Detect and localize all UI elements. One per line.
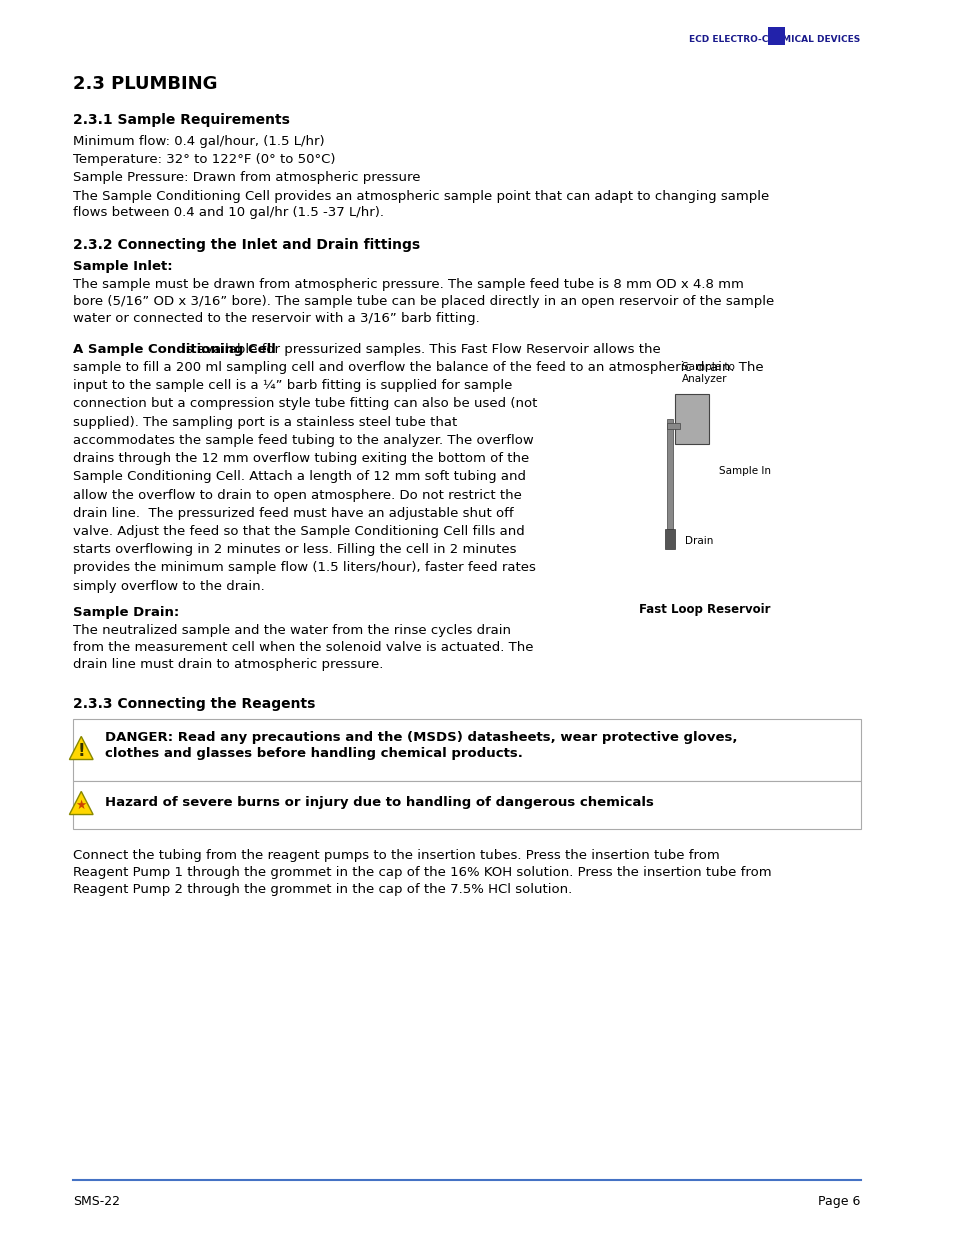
- Text: SMS-22: SMS-22: [73, 1195, 120, 1208]
- Text: 2.3.1 Sample Requirements: 2.3.1 Sample Requirements: [73, 112, 290, 127]
- Text: Sample Conditioning Cell. Attach a length of 12 mm soft tubing and: Sample Conditioning Cell. Attach a lengt…: [73, 471, 526, 483]
- Text: supplied). The sampling port is a stainless steel tube that: supplied). The sampling port is a stainl…: [73, 416, 457, 429]
- Text: ★: ★: [75, 799, 87, 813]
- Bar: [666, 419, 672, 529]
- FancyBboxPatch shape: [73, 719, 860, 781]
- Text: 2.3.2 Connecting the Inlet and Drain fittings: 2.3.2 Connecting the Inlet and Drain fit…: [73, 238, 420, 252]
- Text: The sample must be drawn from atmospheric pressure. The sample feed tube is 8 mm: The sample must be drawn from atmospheri…: [73, 278, 774, 325]
- Text: Temperature: 32° to 122°F (0° to 50°C): Temperature: 32° to 122°F (0° to 50°C): [73, 153, 335, 167]
- Text: Sample Inlet:: Sample Inlet:: [73, 261, 172, 273]
- Text: Minimum flow: 0.4 gal/hour, (1.5 L/hr): Minimum flow: 0.4 gal/hour, (1.5 L/hr): [73, 135, 325, 148]
- Text: allow the overflow to drain to open atmosphere. Do not restrict the: allow the overflow to drain to open atmo…: [73, 489, 521, 501]
- Bar: [664, 529, 675, 548]
- Text: starts overflowing in 2 minutes or less. Filling the cell in 2 minutes: starts overflowing in 2 minutes or less.…: [73, 543, 517, 556]
- Text: Fast Loop Reservoir: Fast Loop Reservoir: [639, 603, 770, 616]
- FancyBboxPatch shape: [767, 27, 784, 44]
- Text: Connect the tubing from the reagent pumps to the insertion tubes. Press the inse: Connect the tubing from the reagent pump…: [73, 848, 771, 895]
- Text: Page 6: Page 6: [818, 1195, 860, 1208]
- Text: simply overflow to the drain.: simply overflow to the drain.: [73, 579, 265, 593]
- Polygon shape: [70, 792, 93, 815]
- FancyBboxPatch shape: [73, 781, 860, 829]
- Bar: [666, 422, 679, 429]
- Bar: [675, 394, 708, 443]
- Text: DANGER: Read any precautions and the (MSDS) datasheets, wear protective gloves,
: DANGER: Read any precautions and the (MS…: [105, 731, 737, 760]
- Text: connection but a compression style tube fitting can also be used (not: connection but a compression style tube …: [73, 398, 537, 410]
- Text: !: !: [77, 742, 85, 760]
- Text: The neutralized sample and the water from the rinse cycles drain
from the measur: The neutralized sample and the water fro…: [73, 624, 534, 671]
- Text: Sample In: Sample In: [719, 466, 770, 475]
- Text: input to the sample cell is a ¼” barb fitting is supplied for sample: input to the sample cell is a ¼” barb fi…: [73, 379, 513, 393]
- Text: Sample Pressure: Drawn from atmospheric pressure: Sample Pressure: Drawn from atmospheric …: [73, 172, 420, 184]
- Polygon shape: [70, 736, 93, 760]
- Text: Drain: Drain: [684, 536, 713, 546]
- Text: Hazard of severe burns or injury due to handling of dangerous chemicals: Hazard of severe burns or injury due to …: [105, 795, 653, 809]
- Text: drain line.  The pressurized feed must have an adjustable shut off: drain line. The pressurized feed must ha…: [73, 506, 514, 520]
- Text: drains through the 12 mm overflow tubing exiting the bottom of the: drains through the 12 mm overflow tubing…: [73, 452, 529, 466]
- Text: Sample Drain:: Sample Drain:: [73, 606, 179, 619]
- Text: sample to fill a 200 ml sampling cell and overflow the balance of the feed to an: sample to fill a 200 ml sampling cell an…: [73, 361, 763, 374]
- Text: is available for pressurized samples. This Fast Flow Reservoir allows the: is available for pressurized samples. Th…: [178, 343, 660, 356]
- Text: ECD: ECD: [768, 33, 782, 38]
- Text: A Sample Conditioning Cell: A Sample Conditioning Cell: [73, 343, 276, 356]
- Text: The Sample Conditioning Cell provides an atmospheric sample point that can adapt: The Sample Conditioning Cell provides an…: [73, 190, 769, 219]
- Text: 2.3.3 Connecting the Reagents: 2.3.3 Connecting the Reagents: [73, 697, 315, 710]
- Text: valve. Adjust the feed so that the Sample Conditioning Cell fills and: valve. Adjust the feed so that the Sampl…: [73, 525, 524, 538]
- Text: accommodates the sample feed tubing to the analyzer. The overflow: accommodates the sample feed tubing to t…: [73, 433, 534, 447]
- Text: 2.3 PLUMBING: 2.3 PLUMBING: [73, 75, 217, 93]
- Text: Sample to
Analyzer: Sample to Analyzer: [681, 362, 734, 384]
- Text: provides the minimum sample flow (1.5 liters/hour), faster feed rates: provides the minimum sample flow (1.5 li…: [73, 562, 536, 574]
- Text: ECD ELECTRO-CHEMICAL DEVICES: ECD ELECTRO-CHEMICAL DEVICES: [689, 35, 860, 44]
